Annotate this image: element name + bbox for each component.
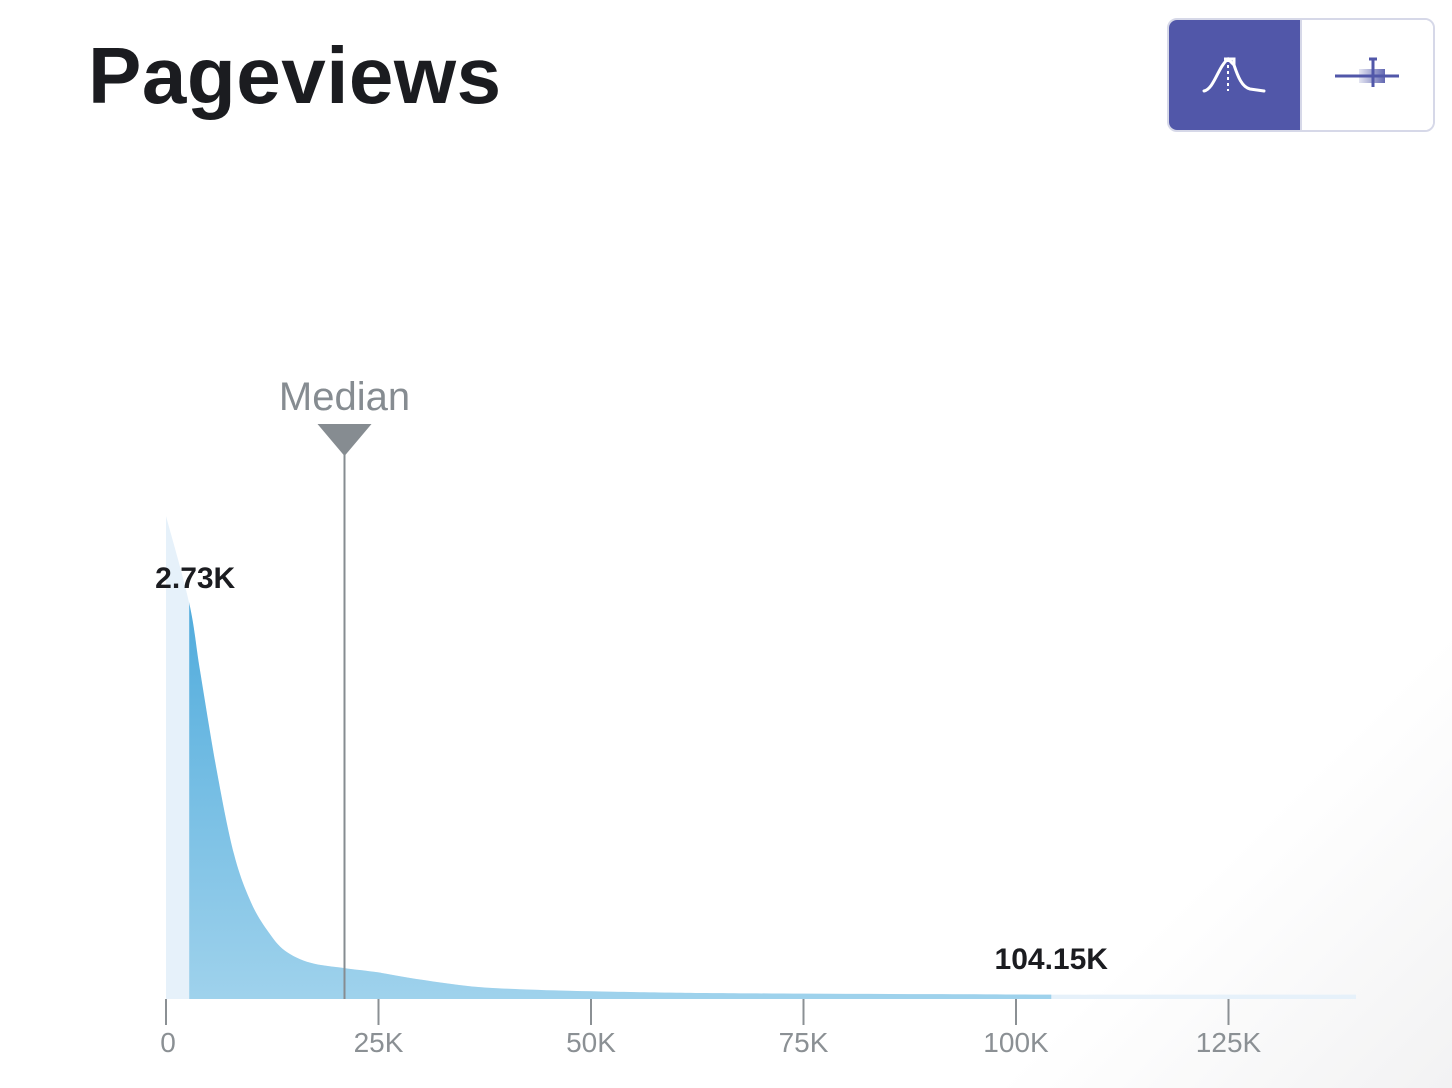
x-tick-label: 100K: [983, 1027, 1049, 1058]
view-toggle: [1167, 18, 1435, 132]
box-plot-icon: [1334, 57, 1399, 87]
density-area: [189, 602, 1052, 999]
page-title: Pageviews: [88, 31, 502, 120]
distribution-view-button[interactable]: [1169, 20, 1300, 130]
range-start-label: 2.73K: [155, 562, 235, 595]
median-marker: [317, 424, 372, 456]
median-label: Median: [279, 375, 410, 419]
x-tick-label: 50K: [566, 1027, 616, 1058]
x-tick-label: 125K: [1196, 1027, 1262, 1058]
range-end-label: 104.15K: [995, 943, 1109, 976]
x-tick-label: 75K: [779, 1027, 829, 1058]
distribution-curve-icon: [1202, 56, 1265, 93]
x-tick-label: 25K: [354, 1027, 404, 1058]
x-tick-label: 0: [160, 1027, 176, 1058]
boxplot-view-button[interactable]: [1300, 20, 1433, 130]
